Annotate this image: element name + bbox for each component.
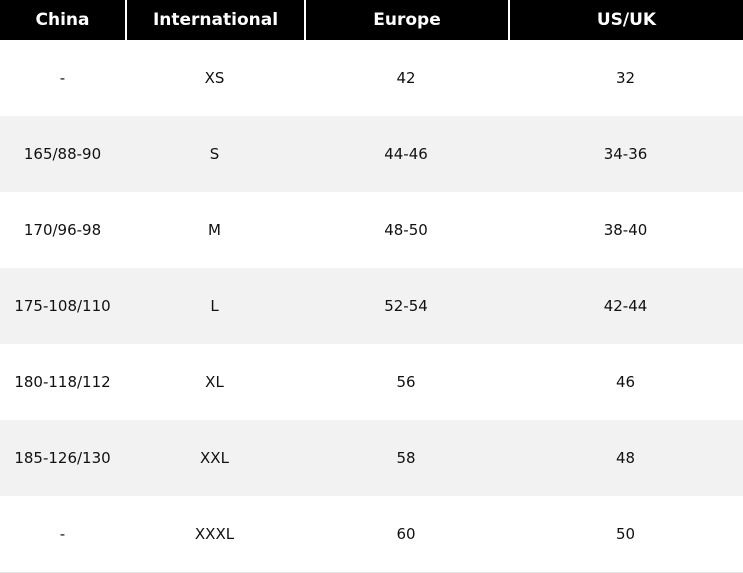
cell-europe: 42 [304,40,508,116]
header-row: China International Europe US/UK [0,0,743,40]
table-row: 185-126/130 XXL 58 48 [0,420,743,496]
table-row: 170/96-98 M 48-50 38-40 [0,192,743,268]
cell-us-uk: 50 [508,496,743,573]
cell-us-uk: 32 [508,40,743,116]
cell-us-uk: 42-44 [508,268,743,344]
cell-us-uk: 38-40 [508,192,743,268]
cell-us-uk: 48 [508,420,743,496]
cell-international: XXL [125,420,304,496]
cell-us-uk: 34-36 [508,116,743,192]
cell-europe: 60 [304,496,508,573]
table-header: China International Europe US/UK [0,0,743,40]
cell-international: L [125,268,304,344]
cell-us-uk: 46 [508,344,743,420]
cell-international: XS [125,40,304,116]
table-row: - XS 42 32 [0,40,743,116]
cell-europe: 56 [304,344,508,420]
cell-europe: 52-54 [304,268,508,344]
table-row: 180-118/112 XL 56 46 [0,344,743,420]
cell-international: XXXL [125,496,304,573]
header-us-uk: US/UK [508,0,743,40]
cell-china: 180-118/112 [0,344,125,420]
cell-international: S [125,116,304,192]
table-row: 165/88-90 S 44-46 34-36 [0,116,743,192]
cell-china: - [0,40,125,116]
cell-international: XL [125,344,304,420]
cell-china: 185-126/130 [0,420,125,496]
header-europe: Europe [304,0,508,40]
cell-europe: 58 [304,420,508,496]
table-body: - XS 42 32 165/88-90 S 44-46 34-36 170/9… [0,40,743,573]
cell-china: 175-108/110 [0,268,125,344]
cell-international: M [125,192,304,268]
cell-china: 170/96-98 [0,192,125,268]
cell-europe: 48-50 [304,192,508,268]
header-international: International [125,0,304,40]
cell-china: - [0,496,125,573]
header-china: China [0,0,125,40]
cell-china: 165/88-90 [0,116,125,192]
cell-europe: 44-46 [304,116,508,192]
table-row: 175-108/110 L 52-54 42-44 [0,268,743,344]
table-row: - XXXL 60 50 [0,496,743,573]
